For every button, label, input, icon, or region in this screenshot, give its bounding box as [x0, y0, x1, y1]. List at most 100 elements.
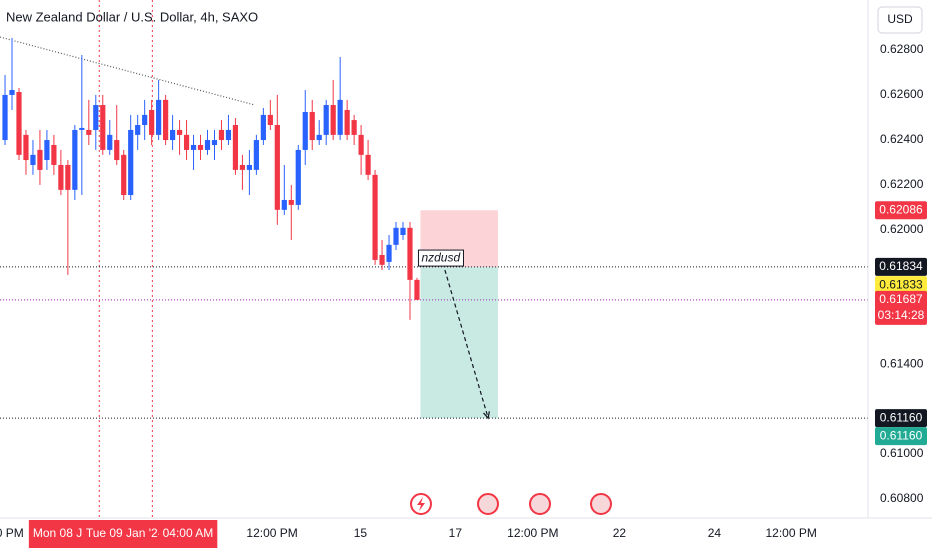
candle-body — [2, 94, 8, 141]
trendline — [0, 36, 256, 106]
candle-body — [135, 125, 141, 135]
candle-body — [16, 92, 22, 155]
candle-body — [246, 164, 252, 170]
price-tag — [875, 201, 927, 220]
price-tag-label: 0.61833 — [879, 277, 923, 291]
candle-body — [302, 111, 308, 150]
currency-label[interactable]: USD — [887, 12, 913, 26]
y-tick-label: 0.62600 — [880, 87, 924, 101]
candle-body — [309, 111, 315, 141]
event-icons — [410, 493, 612, 515]
price-tag — [875, 290, 927, 325]
chart-title: New Zealand Dollar / U.S. Dollar, 4h, SA… — [6, 9, 258, 24]
price-tag — [875, 257, 927, 276]
candle-body — [379, 254, 385, 265]
candle-body — [393, 227, 399, 245]
candle-body — [232, 125, 239, 170]
y-tick-label: 0.60800 — [880, 491, 924, 505]
event-icon[interactable] — [477, 493, 499, 515]
event-bolt — [417, 497, 425, 511]
candle-body — [407, 227, 413, 280]
position-label: nzdusd — [421, 250, 460, 264]
candle-body — [149, 109, 155, 135]
price-tag-label: 0.61834 — [879, 259, 923, 273]
candle-body — [204, 140, 211, 150]
candle-body — [197, 144, 204, 150]
x-tick-highlight — [158, 520, 218, 548]
candle-body — [37, 149, 43, 170]
candle-body — [190, 144, 197, 150]
y-tick-label: 0.61000 — [880, 446, 924, 460]
x-tick-label: Mon 08 Ja — [33, 526, 89, 540]
candle-body — [128, 129, 134, 196]
target-zone — [420, 267, 498, 419]
y-tick-label: 0.62200 — [880, 177, 924, 191]
y-tick-label: 0.62800 — [880, 42, 924, 56]
price-tag — [875, 427, 927, 446]
candle-body — [344, 109, 350, 135]
price-tag — [875, 409, 927, 428]
axes: 0.62800 0.62600 0.62400 0.62200 0.62000 0.614… — [0, 42, 927, 548]
candle-body — [121, 154, 127, 196]
x-tick-label: Tue 09 Jan '24 — [86, 526, 165, 540]
x-tick-label: 15 — [354, 526, 368, 540]
x-tick-label: 17 — [449, 526, 463, 540]
projection-arrowhead — [483, 411, 490, 420]
x-tick-highlight — [81, 520, 169, 548]
x-tick-label: 12:00 PM — [507, 526, 558, 540]
candle-body — [114, 140, 120, 161]
candle-body — [365, 154, 371, 175]
price-tag-label: 0.61687 — [879, 292, 923, 306]
candle-body — [316, 134, 322, 141]
candle-body — [253, 140, 259, 170]
candle-body — [9, 89, 15, 95]
candle-body — [414, 279, 420, 300]
plot-area: nzdusd — [0, 0, 868, 518]
candle-body — [351, 120, 357, 135]
candle-body — [330, 105, 336, 135]
x-tick-label: 12:00 PM — [246, 526, 297, 540]
price-tag-label: 0.62086 — [879, 202, 923, 216]
candle-body — [30, 154, 36, 165]
event-icon[interactable] — [529, 493, 551, 515]
x-tick-label: 04:00 AM — [163, 526, 214, 540]
candle-body — [93, 105, 99, 130]
candle-body — [183, 134, 190, 150]
candle-body — [51, 144, 57, 165]
candle-body — [281, 199, 287, 210]
candle-body — [260, 114, 266, 141]
candle-body — [274, 125, 280, 210]
candle-body — [169, 129, 176, 141]
candle-body — [163, 99, 169, 141]
x-tick-label: 12:00 PM — [0, 526, 24, 540]
currency-button[interactable] — [877, 6, 923, 34]
candle-body — [295, 149, 301, 205]
y-tick-label: 0.62000 — [880, 222, 924, 236]
candle-body — [79, 127, 85, 130]
candle-body — [239, 164, 246, 170]
candle-body — [86, 129, 92, 135]
event-icon[interactable] — [590, 493, 612, 515]
candle-body — [267, 114, 273, 126]
projection-line — [444, 269, 489, 419]
candle-body — [142, 114, 148, 126]
position-label-box — [417, 249, 464, 267]
candle-body — [323, 105, 329, 135]
y-tick-label: 0.61400 — [880, 356, 924, 370]
candle-body — [44, 140, 50, 161]
candle-body — [176, 129, 183, 135]
price-tag-label: 0.61160 — [880, 428, 923, 442]
y-tick-label: 0.62400 — [880, 132, 924, 146]
x-tick-label: 12:00 PM — [766, 526, 817, 540]
candle-body — [211, 140, 218, 145]
price-tag-countdown: 03:14:28 — [878, 308, 925, 322]
candle-body — [65, 164, 71, 190]
candle-body — [58, 164, 64, 190]
candle-body — [218, 129, 225, 141]
candle-body — [100, 105, 106, 150]
candle-body — [358, 134, 364, 155]
candle-body — [337, 99, 343, 135]
x-tick-label: 22 — [613, 526, 627, 540]
